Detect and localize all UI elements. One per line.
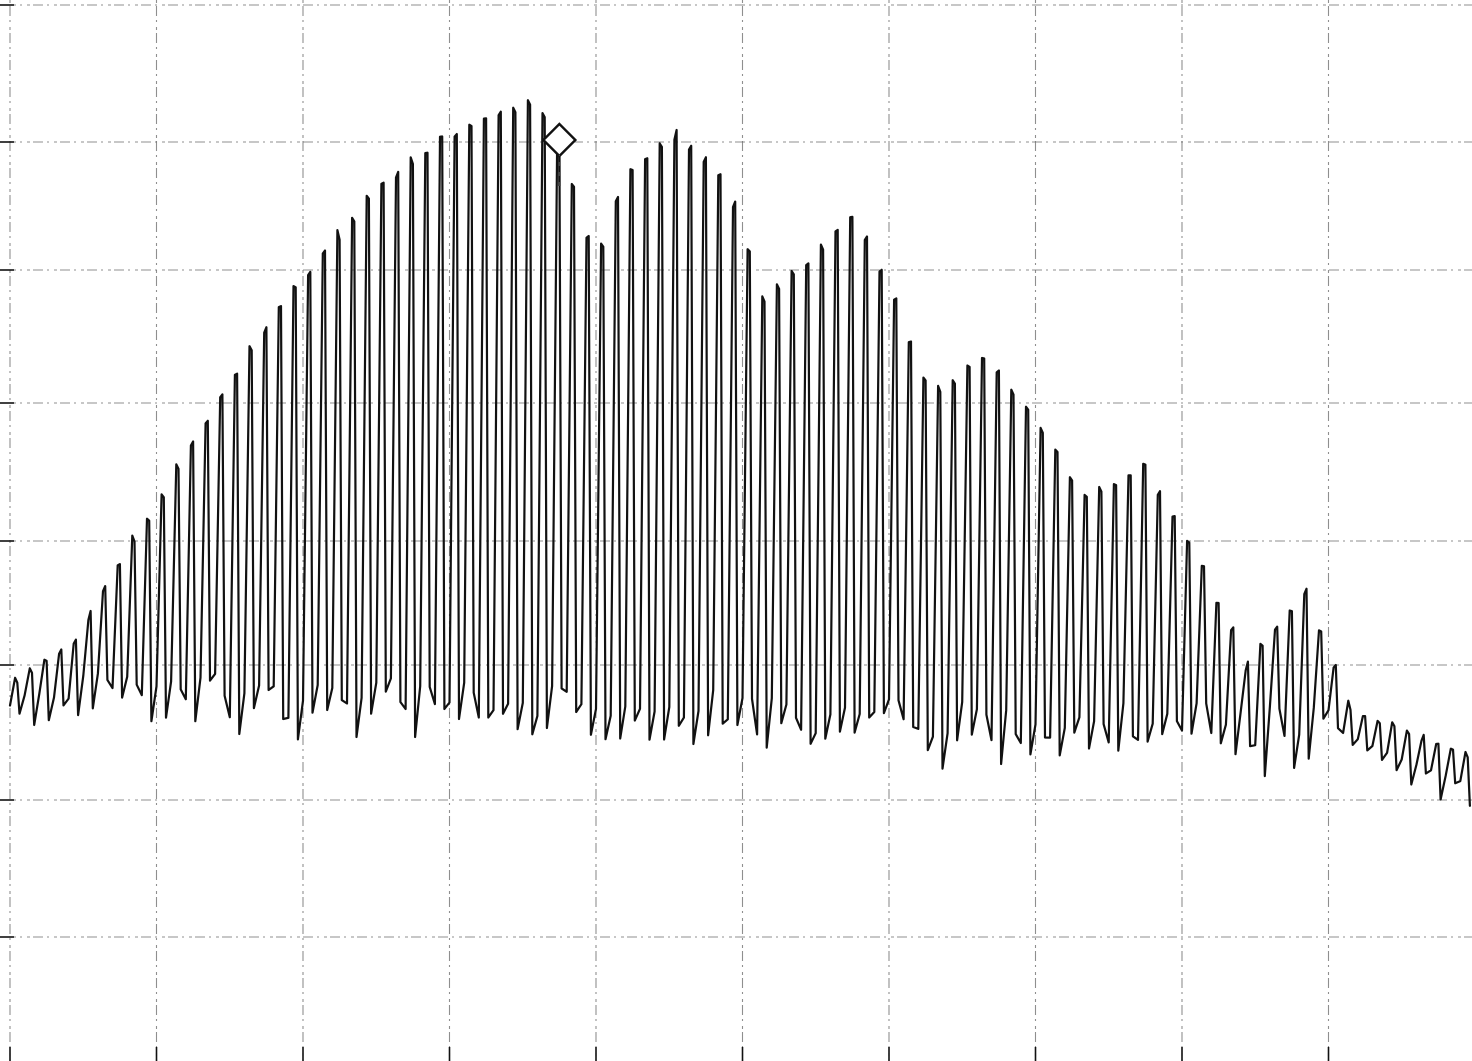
marker-diamond-icon [541,122,578,158]
axis-ticks [0,4,1330,1061]
peak-marker [541,122,578,186]
spectrum-trace-line [8,99,1471,807]
